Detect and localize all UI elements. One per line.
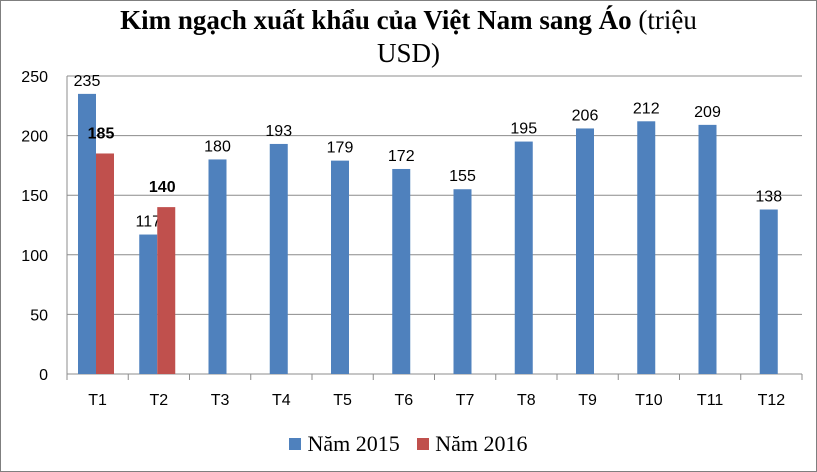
bar-2015-T6 [392,168,411,374]
chart-title-bold: Kim ngạch xuất khẩu của Việt Nam sang Áo [120,5,632,35]
y-tick-label-150: 150 [21,188,48,205]
data-label-2015-T2: 117 [135,214,161,231]
legend-swatch-2016 [417,438,430,450]
y-tick-label-200: 200 [21,129,48,146]
x-tick-label-T8: T8 [517,392,536,409]
data-label-2016-T1: 185 [88,125,115,142]
data-label-2015-T9: 206 [572,107,599,124]
x-tick-label-T7: T7 [456,392,475,409]
bar-2016-T2 [157,207,176,374]
bar-2015-T4 [269,143,288,374]
bar-2015-T9 [576,128,594,374]
bar-2015-T12 [759,209,778,374]
legend-swatch-2015 [289,438,302,450]
data-label-2015-T11: 209 [694,104,721,121]
x-tick-label-T10: T10 [635,392,663,409]
data-label-2015-T3: 180 [204,138,231,155]
x-tick-label-T6: T6 [395,392,414,409]
data-label-2015-T5: 179 [327,140,354,157]
chart-title-line2: USD) [376,38,440,68]
data-label-2015-T6: 172 [388,148,415,165]
x-tick-label-T12: T12 [758,392,786,409]
bar-2015-T2 [139,234,158,374]
bar-2015-T1 [78,93,96,374]
bar-2015-T11 [698,124,717,374]
y-tick-label-250: 250 [21,69,48,86]
x-tick-label-T11: T11 [697,392,723,409]
legend-label-2015: Năm 2015 [307,431,400,456]
data-label-2015-T8: 195 [510,121,537,138]
data-label-2016-T2: 140 [149,179,176,196]
bar-2015-T3 [208,159,227,374]
x-tick-label-T3: T3 [211,392,230,409]
chart-title-rest: (triệu [631,5,697,35]
data-label-2015-T4: 193 [265,123,292,140]
x-tick-label-T9: T9 [578,392,597,409]
chart-title: Kim ngạch xuất khẩu của Việt Nam sang Áo… [0,4,817,70]
bar-2015-T10 [637,121,656,375]
data-label-2015-T7: 155 [449,168,476,185]
x-tick-label-T4: T4 [272,392,291,409]
data-label-2015-T12: 138 [755,189,782,206]
y-tick-label-50: 50 [30,307,48,324]
legend-item-2016: Năm 2016 [417,431,528,457]
x-tick-label-T1: T1 [88,392,107,409]
legend-item-2015: Năm 2015 [289,431,400,457]
legend-label-2016: Năm 2016 [435,431,528,456]
data-label-2015-T1: 235 [74,73,101,90]
x-tick-label-T2: T2 [150,392,169,409]
bar-2015-T7 [453,189,472,374]
bar-2016-T1 [96,153,114,374]
data-label-2015-T10: 212 [633,100,660,117]
y-tick-label-100: 100 [21,248,48,265]
chart-legend: Năm 2015 Năm 2016 [0,430,817,457]
bar-2015-T8 [514,141,533,374]
bar-2015-T5 [331,160,349,374]
y-tick-label-0: 0 [39,367,48,384]
x-tick-label-T5: T5 [333,392,352,409]
